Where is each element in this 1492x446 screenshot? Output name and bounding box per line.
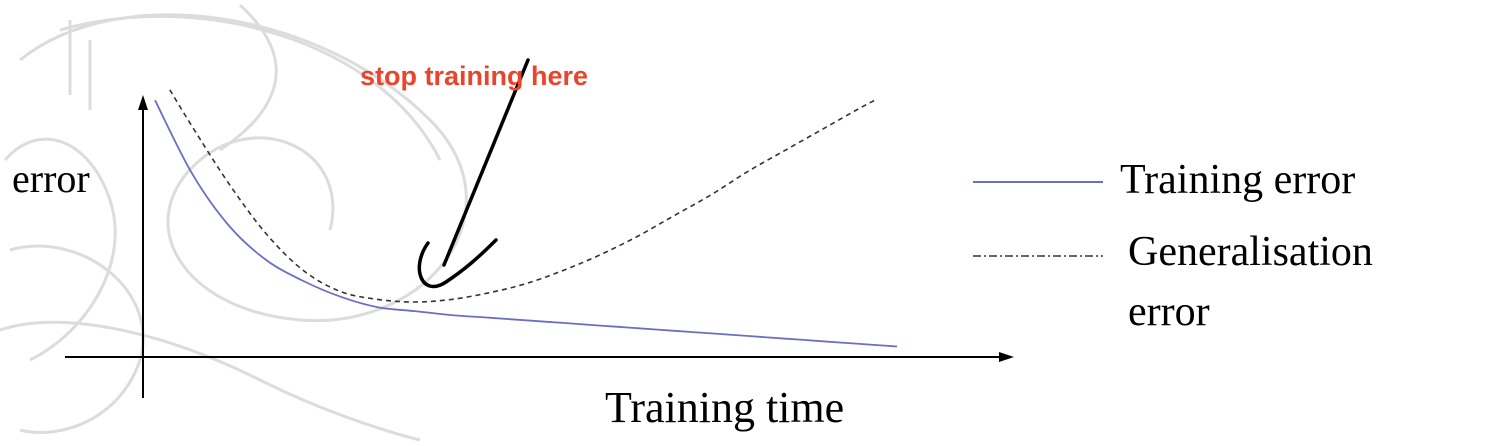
- series-line-generalisation-error: [169, 89, 876, 303]
- y-axis-label: error: [12, 156, 90, 201]
- background-swirl-decoration: [0, 3, 468, 442]
- x-axis-arrowhead: [999, 352, 1014, 362]
- legend-label-generalisation-error-line1: Generalisation: [1128, 229, 1373, 275]
- y-axis-arrowhead: [138, 95, 148, 110]
- annotation-arrow-head: [417, 238, 498, 289]
- series-layer: [154, 89, 898, 348]
- annotation-label: stop training here: [360, 61, 588, 91]
- annotation-arrow-shaft: [442, 58, 530, 267]
- annotation-arrow: [417, 58, 530, 289]
- x-axis-label: Training time: [605, 383, 844, 432]
- legend-label-training-error: Training error: [1120, 157, 1355, 203]
- legend-label-generalisation-error-line2: error: [1128, 289, 1210, 335]
- legend: Training error Generalisation error: [973, 157, 1373, 335]
- axes: [65, 95, 1014, 398]
- series-line-training-error: [154, 99, 898, 348]
